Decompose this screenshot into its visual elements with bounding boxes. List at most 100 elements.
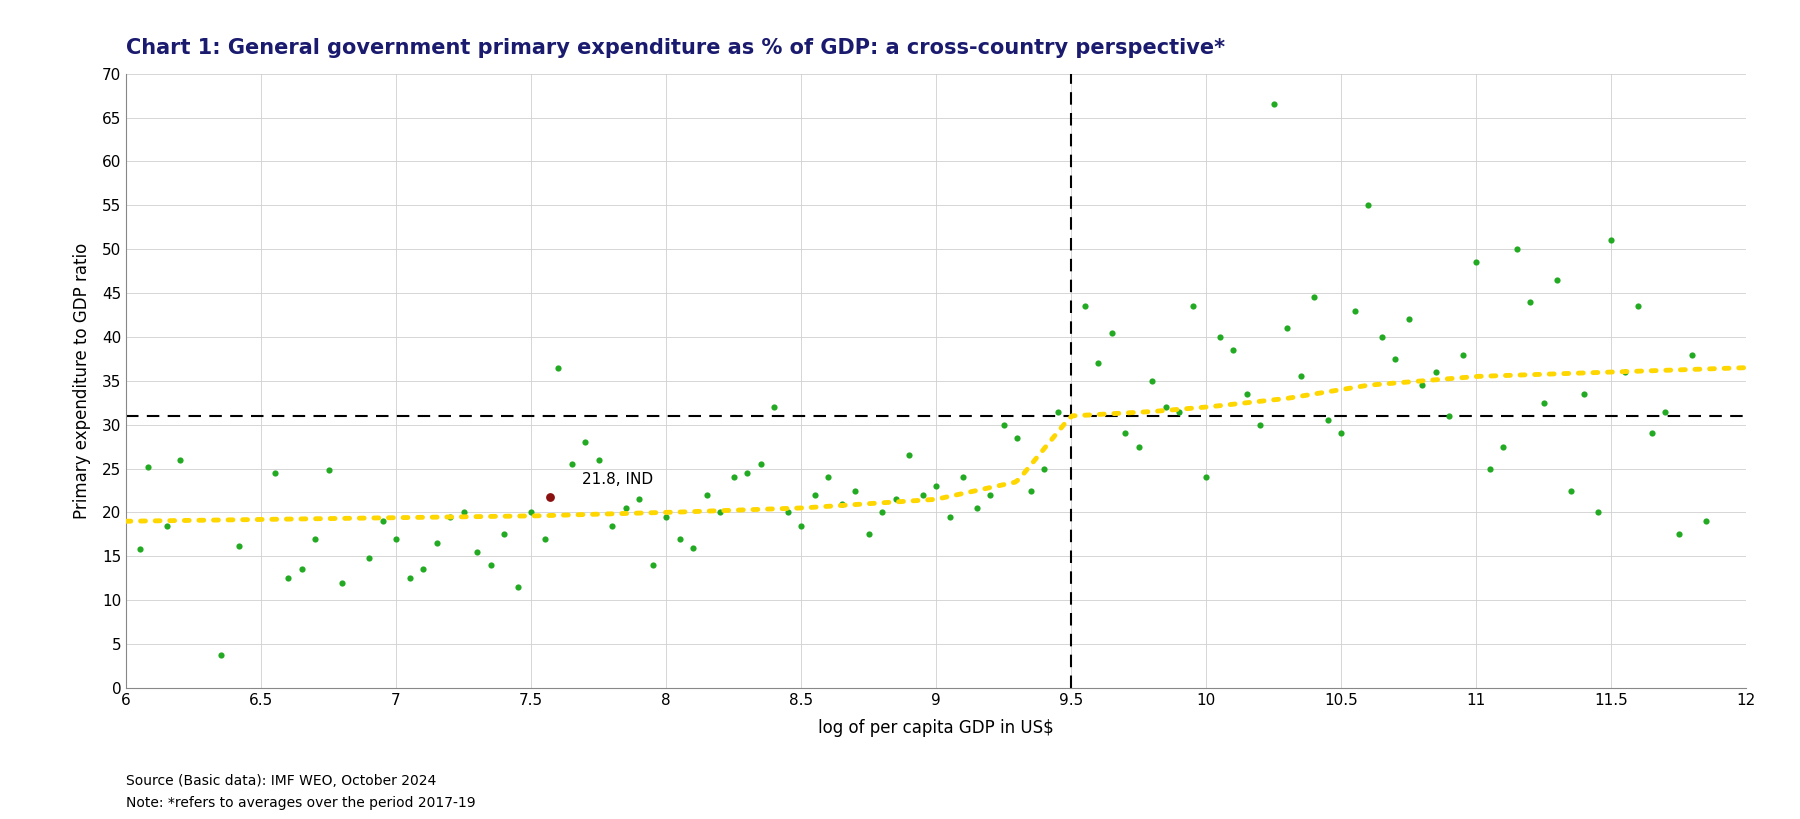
Point bbox=[1692, 514, 1721, 527]
Point bbox=[1597, 234, 1625, 247]
Point bbox=[1368, 330, 1397, 343]
Point bbox=[652, 510, 680, 523]
Point bbox=[666, 532, 695, 545]
Point bbox=[529, 532, 558, 545]
Point bbox=[787, 519, 815, 532]
Point bbox=[1570, 387, 1598, 400]
Point bbox=[409, 563, 437, 576]
Point bbox=[718, 471, 749, 484]
Point bbox=[1098, 326, 1127, 339]
Point bbox=[1192, 471, 1220, 484]
Point bbox=[1152, 400, 1181, 414]
Point bbox=[774, 506, 803, 519]
Point bbox=[1435, 410, 1463, 423]
Point bbox=[745, 458, 774, 471]
Point bbox=[814, 471, 842, 484]
Point bbox=[1314, 414, 1343, 427]
Point bbox=[1206, 330, 1235, 343]
Point bbox=[382, 532, 410, 545]
Point bbox=[1231, 387, 1260, 400]
Point bbox=[1555, 484, 1586, 497]
Point bbox=[1165, 405, 1193, 418]
Point bbox=[936, 510, 965, 523]
Point bbox=[907, 488, 936, 501]
Point bbox=[328, 576, 356, 589]
Point bbox=[259, 466, 288, 479]
Point bbox=[205, 648, 234, 661]
Point bbox=[868, 506, 896, 519]
Point bbox=[536, 490, 565, 503]
Point bbox=[610, 501, 641, 514]
X-axis label: log of per capita GDP in US$: log of per capita GDP in US$ bbox=[819, 719, 1053, 737]
Point bbox=[1501, 242, 1530, 256]
Point bbox=[1447, 348, 1476, 361]
Text: Chart 1: General government primary expenditure as % of GDP: a cross-country per: Chart 1: General government primary expe… bbox=[126, 38, 1226, 58]
Point bbox=[1260, 97, 1289, 111]
Point bbox=[1584, 506, 1613, 519]
Point bbox=[166, 453, 194, 466]
Text: Source (Basic data): IMF WEO, October 2024: Source (Basic data): IMF WEO, October 20… bbox=[126, 774, 436, 788]
Point bbox=[1177, 300, 1206, 313]
Point bbox=[288, 563, 317, 576]
Point bbox=[436, 510, 464, 523]
Point bbox=[396, 572, 425, 585]
Point bbox=[1354, 199, 1382, 212]
Point bbox=[421, 536, 450, 550]
Point bbox=[1015, 484, 1044, 497]
Point bbox=[949, 471, 977, 484]
Point bbox=[1462, 256, 1490, 269]
Point bbox=[1624, 300, 1652, 313]
Point bbox=[1489, 440, 1517, 453]
Point bbox=[1381, 352, 1409, 365]
Point bbox=[1651, 405, 1679, 418]
Point bbox=[733, 466, 761, 479]
Point bbox=[1678, 348, 1706, 361]
Point bbox=[1543, 274, 1571, 287]
Point bbox=[1339, 304, 1368, 317]
Point bbox=[313, 464, 342, 477]
Point bbox=[1111, 427, 1139, 440]
Point bbox=[1476, 462, 1505, 475]
Point bbox=[1663, 527, 1692, 541]
Point bbox=[706, 506, 734, 519]
Point bbox=[301, 532, 329, 545]
Point bbox=[1327, 427, 1355, 440]
Point bbox=[1069, 300, 1098, 313]
Point bbox=[637, 559, 666, 572]
Text: 21.8, IND: 21.8, IND bbox=[583, 472, 653, 486]
Point bbox=[502, 581, 533, 594]
Point bbox=[1393, 313, 1422, 326]
Point bbox=[126, 543, 153, 556]
Point bbox=[544, 361, 572, 374]
Point bbox=[517, 506, 545, 519]
Point bbox=[558, 458, 587, 471]
Point bbox=[895, 449, 923, 462]
Point bbox=[841, 484, 869, 497]
Point bbox=[583, 453, 612, 466]
Point bbox=[1219, 343, 1247, 356]
Text: Note: *refers to averages over the period 2017-19: Note: *refers to averages over the perio… bbox=[126, 796, 475, 810]
Point bbox=[598, 519, 626, 532]
Point bbox=[133, 460, 162, 473]
Point bbox=[225, 539, 254, 552]
Point bbox=[1273, 322, 1301, 335]
Point bbox=[853, 527, 882, 541]
Point bbox=[1422, 365, 1451, 378]
Point bbox=[760, 400, 788, 414]
Point bbox=[450, 506, 479, 519]
Point bbox=[679, 541, 707, 554]
Point bbox=[1138, 374, 1166, 387]
Point bbox=[1003, 432, 1031, 445]
Point bbox=[828, 497, 857, 510]
Point bbox=[1044, 405, 1073, 418]
Point bbox=[1609, 365, 1638, 378]
Point bbox=[1123, 440, 1152, 453]
Point bbox=[1285, 370, 1314, 383]
Point bbox=[976, 488, 1004, 501]
Point bbox=[1638, 427, 1667, 440]
Y-axis label: Primary expenditure to GDP ratio: Primary expenditure to GDP ratio bbox=[72, 242, 90, 519]
Point bbox=[151, 519, 180, 532]
Point bbox=[1516, 296, 1544, 309]
Point bbox=[961, 501, 990, 514]
Point bbox=[1300, 291, 1328, 304]
